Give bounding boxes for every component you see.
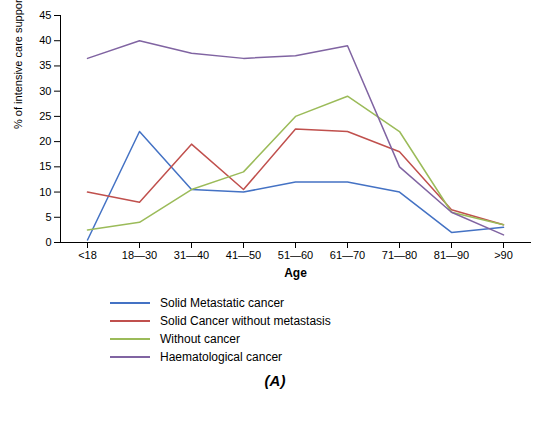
svg-text:81—90: 81—90 xyxy=(434,249,469,261)
html-text:Solid Cancer without metastasi: Solid Cancer without metastasis xyxy=(160,314,331,328)
svg-text:5: 5 xyxy=(45,211,51,223)
svg-text:30: 30 xyxy=(39,85,51,97)
svg-text:% of intensive care support: % of intensive care support xyxy=(12,0,24,129)
html-text:Solid Metastatic cancer: Solid Metastatic cancer xyxy=(160,296,285,310)
svg-text:71—80: 71—80 xyxy=(382,249,417,261)
svg-text:>90: >90 xyxy=(494,249,513,261)
svg-text:51—60: 51—60 xyxy=(278,249,313,261)
svg-text:40: 40 xyxy=(39,34,51,46)
html-text:(A): (A) xyxy=(264,372,286,389)
svg-text:20: 20 xyxy=(39,135,51,147)
svg-text:61—70: 61—70 xyxy=(330,249,365,261)
svg-text:31—40: 31—40 xyxy=(174,249,209,261)
html-text:Without cancer: Without cancer xyxy=(160,332,240,346)
svg-text:10: 10 xyxy=(39,186,51,198)
svg-text:<18: <18 xyxy=(78,249,97,261)
svg-text:Age: Age xyxy=(284,266,307,280)
svg-text:41—50: 41—50 xyxy=(226,249,261,261)
html-text:Haematological cancer: Haematological cancer xyxy=(160,350,283,364)
svg-text:35: 35 xyxy=(39,59,51,71)
svg-text:15: 15 xyxy=(39,160,51,172)
svg-text:25: 25 xyxy=(39,110,51,122)
svg-text:18—30: 18—30 xyxy=(122,249,157,261)
svg-text:0: 0 xyxy=(45,236,51,248)
svg-text:45: 45 xyxy=(39,9,51,21)
